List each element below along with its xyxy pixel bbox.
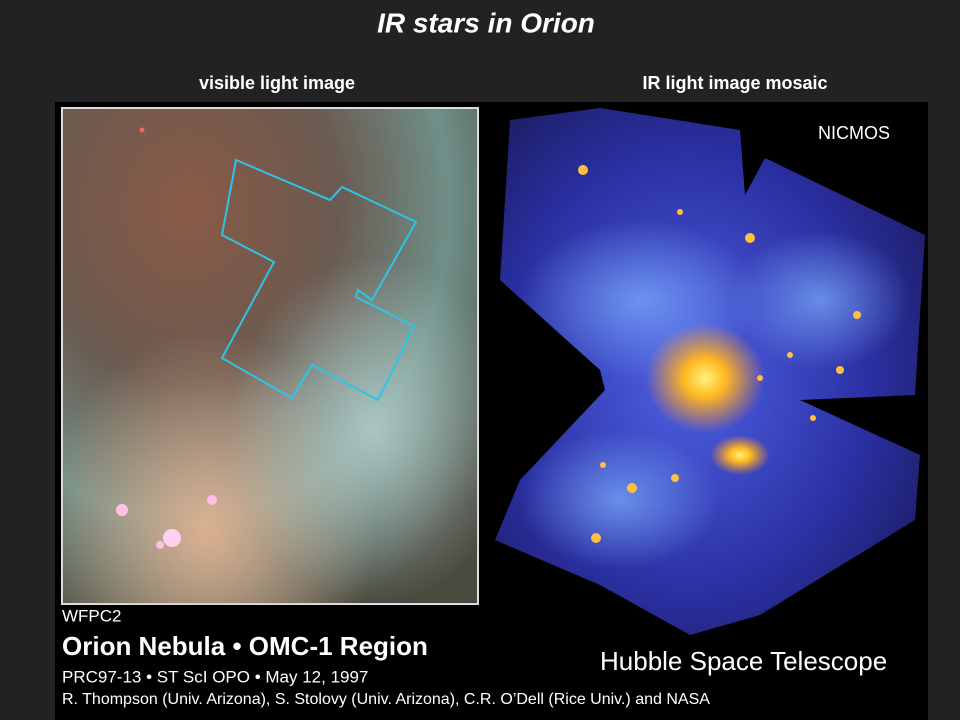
headline: Orion Nebula • OMC-1 Region bbox=[62, 631, 428, 661]
release: PRC97-13 • ST ScI OPO • May 12, 1997 bbox=[62, 667, 368, 686]
nicmos-footprint bbox=[220, 158, 418, 402]
left-instrument: WFPC2 bbox=[62, 606, 122, 625]
right-instrument: NICMOS bbox=[818, 123, 890, 143]
authors: R. Thompson (Univ. Arizona), S. Stolovy … bbox=[62, 691, 710, 708]
telescope: Hubble Space Telescope bbox=[600, 646, 887, 676]
visible-image bbox=[61, 107, 479, 605]
right-caption: IR light image mosaic bbox=[642, 73, 827, 93]
slide-title: IR stars in Orion bbox=[377, 7, 595, 38]
left-caption: visible light image bbox=[199, 73, 355, 93]
